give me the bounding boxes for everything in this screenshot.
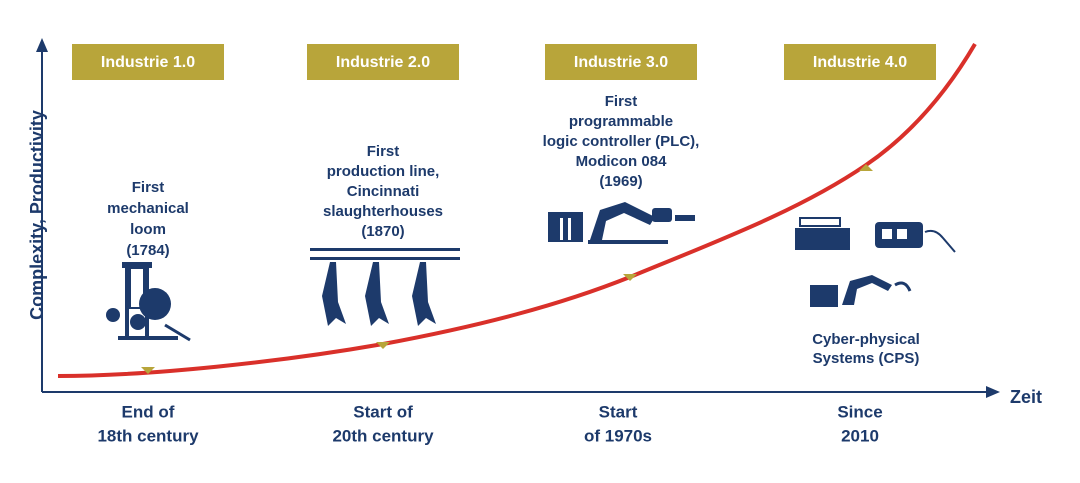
stage-description: Cincinnati	[347, 183, 420, 200]
stage-description: Cyber-physical	[812, 331, 920, 348]
loom-icon	[106, 262, 191, 342]
stage-box	[784, 44, 936, 80]
stage-period: of 1970s	[584, 426, 652, 445]
stage-period: Since	[837, 402, 882, 421]
stage-description: Systems (CPS)	[813, 350, 920, 367]
plc-icon	[548, 202, 695, 244]
growth-curve	[57, 42, 977, 378]
stage-period: Start	[599, 402, 638, 421]
y-arrow	[36, 38, 48, 52]
stage-box	[72, 44, 224, 80]
stage-description: production line,	[327, 163, 440, 180]
stage-description: (1784)	[126, 242, 169, 259]
stage-description: slaughterhouses	[323, 203, 443, 220]
stage-description: First	[132, 179, 165, 196]
stage-description: First	[605, 93, 638, 110]
stage-period: 2010	[841, 426, 879, 445]
cps-icons	[795, 217, 956, 307]
stage-description: (1969)	[599, 173, 642, 190]
stage-label: Industrie 3.0	[574, 54, 668, 71]
stage-period: End of	[122, 402, 175, 421]
stage-period: Start of	[353, 402, 413, 421]
x-arrow	[986, 386, 1000, 398]
stage-box	[545, 44, 697, 80]
stage-description: mechanical	[107, 200, 189, 217]
production-line-icon	[310, 248, 460, 326]
y-axis-label: Complexity, Productivity	[27, 110, 47, 320]
stage-description: programmable	[569, 113, 673, 130]
stage-description: First	[367, 143, 400, 160]
stage-box	[307, 44, 459, 80]
stage-label: Industrie 4.0	[813, 54, 907, 71]
stage-label: Industrie 1.0	[101, 54, 195, 71]
stage-description: (1870)	[361, 223, 404, 240]
stage-period: 18th century	[97, 426, 199, 445]
stage-label: Industrie 2.0	[336, 54, 430, 71]
stage-description: loom	[130, 221, 166, 238]
stage-period: 20th century	[332, 426, 434, 445]
x-axis-label: Zeit	[1010, 387, 1042, 407]
stage-description: logic controller (PLC),	[543, 133, 700, 150]
curve-markers	[141, 164, 873, 374]
stage-description: Modicon 084	[576, 153, 668, 170]
